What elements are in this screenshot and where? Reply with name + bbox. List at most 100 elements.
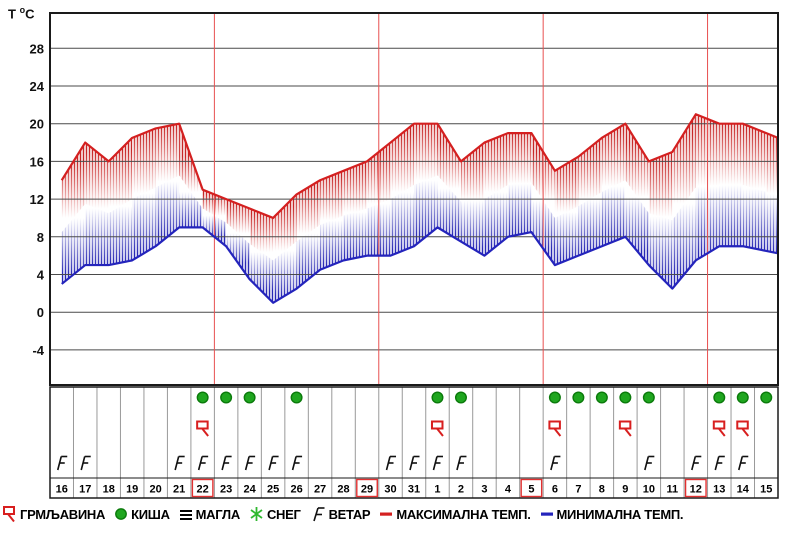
day-column: 3 xyxy=(481,484,487,496)
day-column: 23 xyxy=(220,391,233,496)
rain-icon xyxy=(548,391,561,404)
legend-item-thunder: ГРМЉАВИНА xyxy=(2,505,105,523)
rain-icon xyxy=(431,391,444,404)
legend-label: СНЕГ xyxy=(266,506,301,522)
day-column: 31 xyxy=(408,455,420,496)
y-axis-tick-label: -4 xyxy=(32,343,44,358)
gridlines: 28 24 20 16 12 8 4 0 -4 xyxy=(30,41,778,358)
day-number: 9 xyxy=(622,484,628,496)
day-column: 30 xyxy=(384,455,397,496)
day-number: 7 xyxy=(575,484,581,496)
rain-icon xyxy=(196,391,209,404)
day-column: 13 xyxy=(712,391,726,496)
wind-icon xyxy=(409,455,420,471)
rain-icon xyxy=(220,391,233,404)
day-column: 29 xyxy=(356,478,378,498)
wind-icon xyxy=(691,455,702,471)
day-number: 1 xyxy=(434,484,440,496)
sunday-box xyxy=(356,478,378,498)
wind-icon xyxy=(310,506,326,522)
sunday-box xyxy=(191,478,214,498)
day-number: 30 xyxy=(384,484,396,496)
day-number: 19 xyxy=(126,484,138,496)
day-number: 16 xyxy=(56,484,68,496)
day-number: 20 xyxy=(150,484,162,496)
thunder-icon xyxy=(618,420,632,437)
wind-icon xyxy=(268,455,279,471)
day-number: 25 xyxy=(267,484,279,496)
day-column: 5 xyxy=(520,478,543,498)
legend-item-rain: КИША xyxy=(114,507,170,522)
day-column: 25 xyxy=(267,455,279,496)
legend-label: МАГЛА xyxy=(195,506,241,522)
wind-icon xyxy=(714,455,725,471)
wind-icon xyxy=(221,455,232,471)
day-number: 14 xyxy=(737,484,750,496)
thunder-icon xyxy=(736,420,750,437)
max-temp-line xyxy=(60,113,779,220)
day-number: 23 xyxy=(220,484,232,496)
day-column: 9 xyxy=(618,391,632,496)
rain-icon xyxy=(114,507,128,521)
day-number: 4 xyxy=(505,484,512,496)
wind-icon xyxy=(456,455,467,471)
y-axis-tick-label: 20 xyxy=(30,117,44,132)
day-column: 19 xyxy=(126,484,138,496)
thunder-icon xyxy=(548,420,562,437)
sunday-box xyxy=(684,478,707,498)
day-column: 15 xyxy=(760,391,773,496)
legend-label: МИНИМАЛНА ТЕМП. xyxy=(556,506,684,522)
y-axis-tick-label: 12 xyxy=(30,192,44,207)
max-temp-line xyxy=(379,510,393,518)
day-column: 26 xyxy=(290,391,303,496)
day-column: 10 xyxy=(643,391,655,496)
thunder-icon xyxy=(430,420,444,437)
rain-icon xyxy=(572,391,585,404)
wind-icon xyxy=(385,455,397,471)
wind-icon xyxy=(550,455,561,471)
sunday-box xyxy=(520,478,543,498)
rain-icon xyxy=(454,391,467,404)
day-column: 27 xyxy=(314,484,326,496)
rain-icon xyxy=(713,391,726,404)
y-axis-title: Т oС xyxy=(8,5,35,22)
day-number: 21 xyxy=(173,484,185,496)
day-column: 24 xyxy=(243,391,257,496)
day-number: 18 xyxy=(103,484,115,496)
day-number: 6 xyxy=(552,484,558,496)
day-column: 2 xyxy=(454,391,467,496)
day-column: 12 xyxy=(684,455,707,498)
day-column: 8 xyxy=(595,391,608,496)
snow-icon xyxy=(249,506,264,522)
wind-icon xyxy=(197,455,209,471)
day-column: 22 xyxy=(191,391,214,498)
day-number: 12 xyxy=(690,484,702,496)
day-column: 14 xyxy=(736,391,750,496)
legend-item-max-temp: МАКСИМАЛНА ТЕМП. xyxy=(379,507,531,522)
day-column: 18 xyxy=(103,484,115,496)
day-number: 11 xyxy=(667,484,679,496)
day-number: 27 xyxy=(314,484,326,496)
legend-label: КИША xyxy=(131,506,170,522)
day-number: 17 xyxy=(79,484,91,496)
y-axis-tick-label: 28 xyxy=(30,41,44,56)
y-axis-tick-label: 8 xyxy=(37,230,44,245)
rain-icon xyxy=(760,391,773,404)
wind-icon xyxy=(174,455,185,471)
y-axis-tick-label: 24 xyxy=(30,79,45,94)
weather-strip: 16 17 18 19 20 21 22 23 24 25 26 27 28 29 30 31 1 2 3 4 5 6 7 8… xyxy=(49,386,779,499)
day-column: 28 xyxy=(337,484,349,496)
thunder-icon xyxy=(196,420,209,437)
week-separator-lines xyxy=(213,13,709,385)
plot-border xyxy=(49,12,779,386)
rain-icon xyxy=(619,391,632,404)
day-number: 8 xyxy=(599,484,605,496)
day-number: 22 xyxy=(197,484,209,496)
chart-legend: ГРМЉАВИНА КИША МАГЛА СНЕГ ВЕТАР МАКСИМАЛ… xyxy=(2,504,692,524)
wind-icon xyxy=(737,455,749,471)
legend-label: ГРМЉАВИНА xyxy=(20,506,106,522)
min-temp-line xyxy=(61,226,779,304)
y-axis-tick-label: 16 xyxy=(30,154,44,169)
